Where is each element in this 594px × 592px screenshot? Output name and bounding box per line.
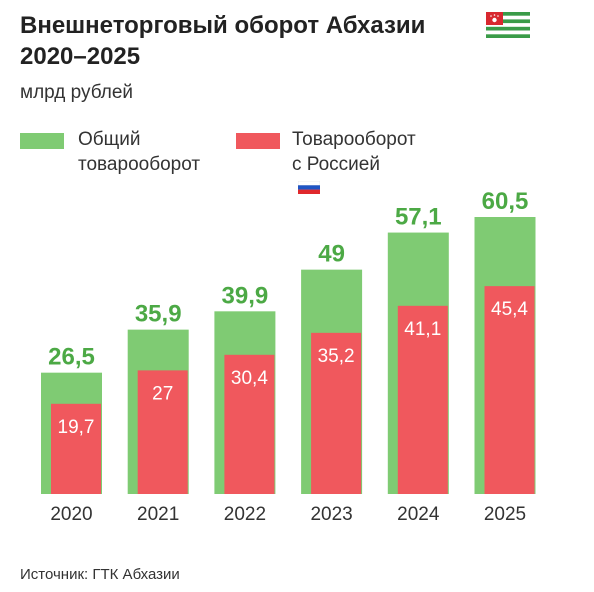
russia-bar-2020 xyxy=(51,403,101,494)
russia-value-label-2023: 35,2 xyxy=(318,346,355,367)
chart-title: Внешнеторговый оборот Абхазии 2020–2025 xyxy=(20,10,425,72)
russia-bar-2024 xyxy=(397,305,448,494)
russia-value-label-2022: 30,4 xyxy=(231,368,268,389)
russia-value-label-2021: 27 xyxy=(152,383,173,404)
total-value-label-2023: 49 xyxy=(318,241,345,268)
total-value-label-2021: 35,9 xyxy=(135,301,182,328)
legend-total-line-2: товарооборот xyxy=(78,154,201,175)
russia-flag-icon xyxy=(298,181,320,194)
russia-value-label-2024: 41,1 xyxy=(404,319,441,340)
russia-bar-2023 xyxy=(311,332,362,494)
total-value-label-2025: 60,5 xyxy=(482,188,529,215)
x-tick-label-2020: 2020 xyxy=(50,504,92,525)
x-tick-label-2024: 2024 xyxy=(397,504,440,525)
legend-russia-line-1: Товарооборот xyxy=(292,129,416,150)
russia-value-label-2020: 19,7 xyxy=(58,417,95,438)
legend-russia-line-2: с Россией xyxy=(292,154,380,175)
abkhazia-flag-icon xyxy=(486,12,530,38)
russia-bar-2021 xyxy=(137,370,188,494)
unit-label: млрд рублей xyxy=(20,82,134,103)
legend-total-line-1: Общий xyxy=(78,129,141,150)
legend-total-swatch xyxy=(20,133,64,149)
x-tick-label-2021: 2021 xyxy=(137,504,179,525)
legend-russia-swatch xyxy=(236,133,280,149)
total-value-label-2024: 57,1 xyxy=(395,204,442,231)
russia-bar-2025 xyxy=(484,286,535,494)
x-tick-label-2022: 2022 xyxy=(224,504,266,525)
title-line-1: Внешнеторговый оборот Абхазии xyxy=(20,12,426,39)
x-tick-label-2025: 2025 xyxy=(484,504,526,525)
title-line-2: 2020–2025 xyxy=(20,43,141,70)
russia-bar-2022 xyxy=(224,354,275,494)
source-note: Источник: ГТК Абхазии xyxy=(20,566,180,583)
total-value-label-2020: 26,5 xyxy=(48,344,95,371)
russia-value-label-2025: 45,4 xyxy=(491,299,528,320)
total-value-label-2022: 39,9 xyxy=(222,282,269,309)
x-tick-label-2023: 2023 xyxy=(310,504,352,525)
